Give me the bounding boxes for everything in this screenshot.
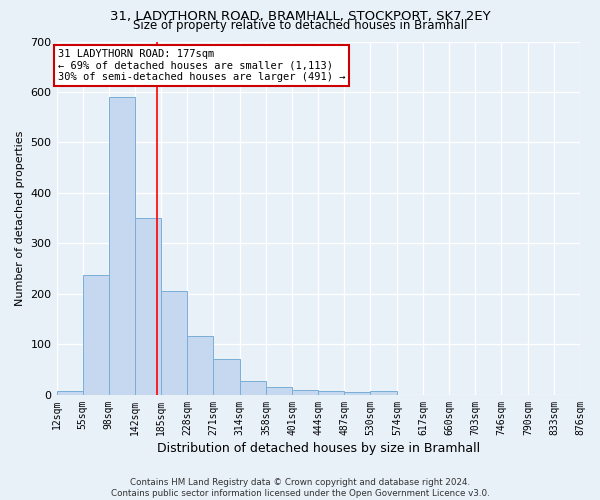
Y-axis label: Number of detached properties: Number of detached properties — [15, 130, 25, 306]
Bar — [370, 392, 397, 395]
Bar — [266, 388, 292, 395]
Bar — [214, 358, 239, 395]
X-axis label: Distribution of detached houses by size in Bramhall: Distribution of detached houses by size … — [157, 442, 480, 455]
Bar — [239, 381, 266, 395]
Bar — [56, 392, 83, 395]
Bar — [318, 392, 344, 395]
Bar — [136, 218, 161, 395]
Text: 31, LADYTHORN ROAD, BRAMHALL, STOCKPORT, SK7 2EY: 31, LADYTHORN ROAD, BRAMHALL, STOCKPORT,… — [110, 10, 490, 23]
Bar — [83, 276, 109, 395]
Bar — [344, 392, 370, 395]
Text: Contains HM Land Registry data © Crown copyright and database right 2024.
Contai: Contains HM Land Registry data © Crown c… — [110, 478, 490, 498]
Bar — [187, 336, 214, 395]
Bar — [292, 390, 318, 395]
Text: 31 LADYTHORN ROAD: 177sqm
← 69% of detached houses are smaller (1,113)
30% of se: 31 LADYTHORN ROAD: 177sqm ← 69% of detac… — [58, 49, 345, 82]
Bar — [161, 292, 187, 395]
Text: Size of property relative to detached houses in Bramhall: Size of property relative to detached ho… — [133, 19, 467, 32]
Bar — [109, 97, 136, 395]
